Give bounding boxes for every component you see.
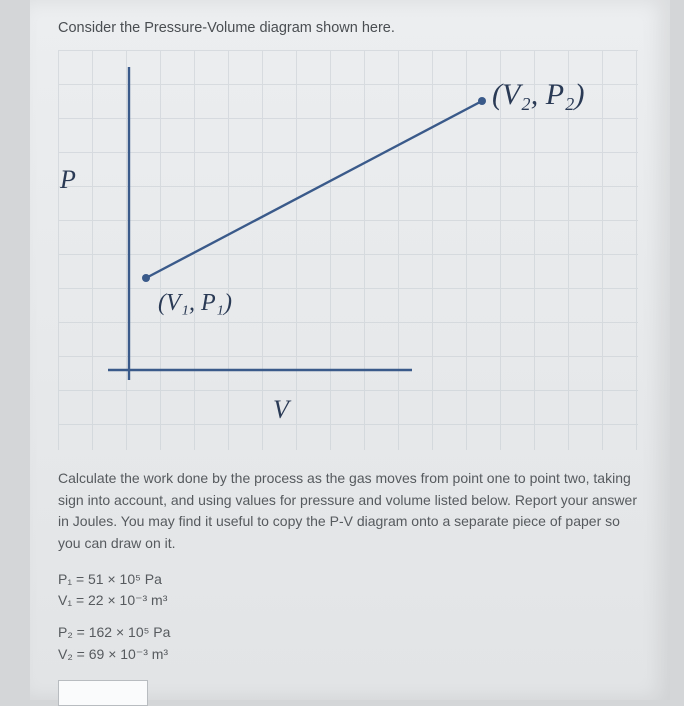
answer-input[interactable] — [58, 680, 148, 706]
given-values: P₁ = 51 × 10⁵ Pa V₁ = 22 × 10⁻³ m³ P₂ = … — [58, 569, 642, 666]
problem-title: Consider the Pressure-Volume diagram sho… — [58, 20, 642, 36]
value-v1: V₁ = 22 × 10⁻³ m³ — [58, 590, 642, 612]
x-axis-label: V — [273, 395, 289, 425]
values-group-1: P₁ = 51 × 10⁵ Pa V₁ = 22 × 10⁻³ m³ — [58, 569, 642, 612]
pv-diagram: P V (V₁, P₁) (V₂, P₂) — [58, 50, 638, 450]
value-p2: P₂ = 162 × 10⁵ Pa — [58, 622, 642, 644]
point-1-marker — [142, 274, 150, 282]
point-2-marker — [478, 97, 486, 105]
values-group-2: P₂ = 162 × 10⁵ Pa V₂ = 69 × 10⁻³ m³ — [58, 622, 642, 665]
value-v2: V₂ = 69 × 10⁻³ m³ — [58, 644, 642, 666]
point-2-label: (V₂, P₂) — [492, 78, 585, 112]
instructions-text: Calculate the work done by the process a… — [58, 468, 642, 555]
process-line — [146, 101, 482, 278]
y-axis-label: P — [60, 165, 76, 195]
problem-page: Consider the Pressure-Volume diagram sho… — [30, 0, 670, 700]
point-1-label: (V₁, P₁) — [158, 290, 232, 317]
value-p1: P₁ = 51 × 10⁵ Pa — [58, 569, 642, 591]
